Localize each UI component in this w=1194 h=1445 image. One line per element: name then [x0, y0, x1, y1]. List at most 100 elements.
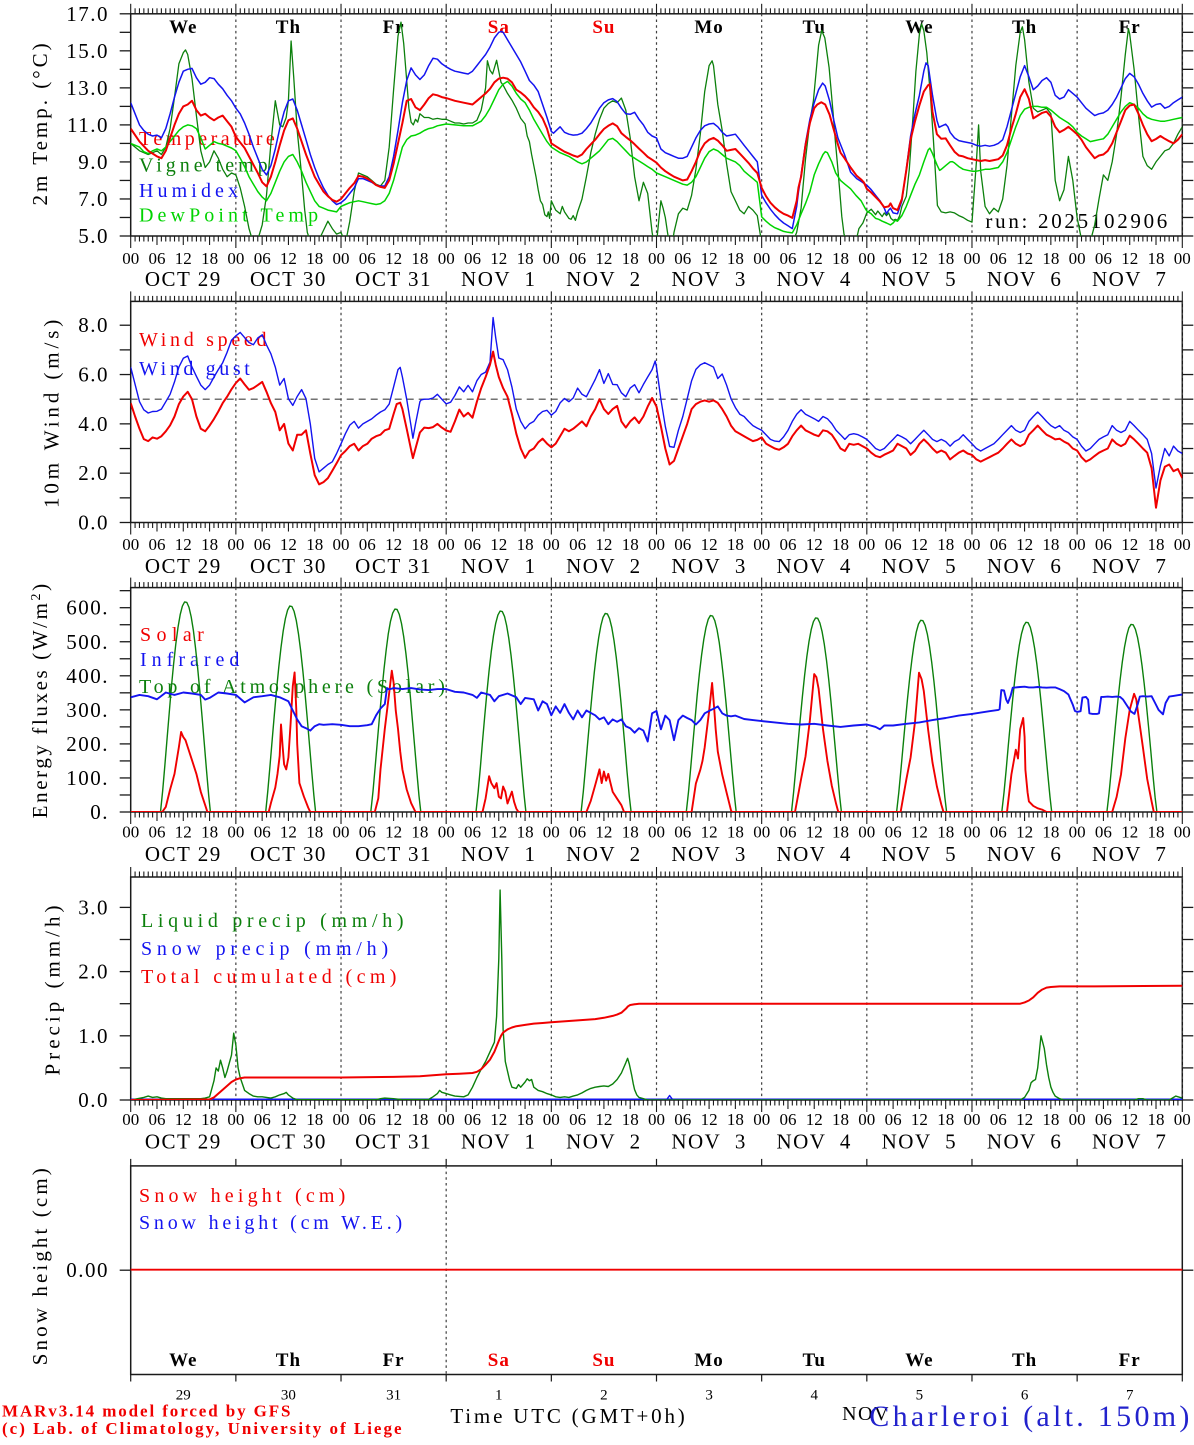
svg-text:5: 5: [916, 1388, 924, 1404]
svg-text:200.: 200.: [66, 732, 109, 756]
svg-text:12: 12: [701, 249, 718, 268]
svg-text:06: 06: [254, 823, 271, 842]
svg-text:Th: Th: [276, 17, 301, 38]
svg-text:Fr: Fr: [1119, 17, 1141, 38]
svg-text:OCT 31: OCT 31: [355, 842, 432, 866]
svg-text:OCT 30: OCT 30: [250, 267, 327, 291]
svg-text:12: 12: [806, 535, 823, 554]
svg-text:NOV 4: NOV 4: [776, 267, 852, 291]
svg-text:12: 12: [911, 535, 928, 554]
svg-text:1: 1: [495, 1388, 503, 1404]
svg-text:0.0: 0.0: [78, 511, 109, 535]
svg-text:500.: 500.: [66, 630, 109, 654]
svg-text:OCT 30: OCT 30: [250, 842, 327, 866]
svg-text:06: 06: [149, 1110, 166, 1129]
svg-text:06: 06: [1095, 535, 1112, 554]
svg-text:12: 12: [280, 1110, 297, 1129]
svg-text:06: 06: [885, 249, 902, 268]
svg-text:00: 00: [858, 249, 875, 268]
svg-text:18: 18: [727, 823, 744, 842]
svg-text:06: 06: [359, 1110, 376, 1129]
svg-text:18: 18: [411, 249, 428, 268]
svg-text:00: 00: [648, 823, 665, 842]
svg-text:00: 00: [1174, 823, 1191, 842]
svg-text:Fr: Fr: [383, 1350, 405, 1371]
svg-text:Energy fluxes (W/m2): Energy fluxes (W/m2): [28, 581, 52, 818]
svg-text:18: 18: [832, 823, 849, 842]
svg-text:NOV 7: NOV 7: [1092, 842, 1168, 866]
svg-text:12: 12: [490, 1110, 507, 1129]
svg-text:18: 18: [201, 249, 218, 268]
svg-text:Snow height (cm): Snow height (cm): [28, 1165, 52, 1365]
svg-text:12: 12: [1016, 535, 1033, 554]
svg-text:12: 12: [911, 823, 928, 842]
svg-text:OCT 29: OCT 29: [145, 267, 222, 291]
svg-text:0.0: 0.0: [78, 1088, 109, 1112]
svg-text:8.0: 8.0: [78, 313, 109, 337]
svg-text:06: 06: [780, 1110, 797, 1129]
svg-text:12: 12: [1121, 535, 1138, 554]
svg-text:00: 00: [438, 249, 455, 268]
svg-text:Snow precip (mm/h): Snow precip (mm/h): [141, 938, 393, 960]
svg-text:12: 12: [385, 535, 402, 554]
svg-text:Snow height (cm): Snow height (cm): [139, 1185, 350, 1207]
svg-text:06: 06: [885, 823, 902, 842]
svg-text:18: 18: [306, 249, 323, 268]
svg-text:NOV 7: NOV 7: [1092, 1130, 1168, 1154]
svg-text:10m Wind (m/s): 10m Wind (m/s): [40, 316, 64, 508]
svg-text:18: 18: [832, 1110, 849, 1129]
svg-text:18: 18: [1042, 249, 1059, 268]
svg-text:00: 00: [1069, 1110, 1086, 1129]
svg-text:00: 00: [543, 249, 560, 268]
svg-text:6.0: 6.0: [78, 363, 109, 387]
svg-text:DewPoint Temp: DewPoint Temp: [139, 205, 322, 227]
svg-text:00: 00: [964, 535, 981, 554]
svg-text:Snow height (cm W.E.): Snow height (cm W.E.): [139, 1212, 406, 1234]
svg-text:3.0: 3.0: [78, 895, 109, 919]
svg-text:00: 00: [858, 1110, 875, 1129]
svg-text:12: 12: [385, 823, 402, 842]
svg-text:30: 30: [281, 1388, 296, 1404]
svg-text:13.0: 13.0: [66, 76, 109, 100]
svg-text:2: 2: [600, 1388, 608, 1404]
svg-text:12: 12: [1016, 1110, 1033, 1129]
svg-text:18: 18: [937, 535, 954, 554]
svg-text:NOV 1: NOV 1: [461, 1130, 537, 1154]
svg-text:18: 18: [727, 1110, 744, 1129]
svg-text:15.0: 15.0: [66, 39, 109, 63]
svg-text:06: 06: [359, 823, 376, 842]
svg-text:NOV 4: NOV 4: [776, 554, 852, 578]
svg-text:18: 18: [306, 823, 323, 842]
svg-text:00: 00: [227, 249, 244, 268]
svg-text:OCT 31: OCT 31: [355, 1130, 432, 1154]
svg-text:18: 18: [727, 535, 744, 554]
svg-text:NOV 6: NOV 6: [987, 554, 1063, 578]
svg-text:18: 18: [1148, 1110, 1165, 1129]
svg-text:1.0: 1.0: [78, 1024, 109, 1048]
svg-text:OCT 30: OCT 30: [250, 1130, 327, 1154]
svg-text:17.0: 17.0: [66, 2, 109, 26]
svg-text:NOV 3: NOV 3: [671, 842, 747, 866]
svg-text:00: 00: [543, 535, 560, 554]
svg-text:12: 12: [385, 249, 402, 268]
svg-text:00: 00: [227, 535, 244, 554]
svg-text:Humidex: Humidex: [139, 180, 242, 202]
svg-text:Tu: Tu: [802, 1350, 826, 1371]
svg-text:12: 12: [595, 1110, 612, 1129]
svg-text:18: 18: [1148, 823, 1165, 842]
svg-text:06: 06: [149, 823, 166, 842]
svg-text:06: 06: [780, 823, 797, 842]
svg-text:06: 06: [1095, 249, 1112, 268]
svg-text:OCT 31: OCT 31: [355, 554, 432, 578]
svg-text:12: 12: [280, 823, 297, 842]
svg-text:06: 06: [359, 249, 376, 268]
svg-text:NOV 1: NOV 1: [461, 842, 537, 866]
svg-text:06: 06: [254, 249, 271, 268]
svg-text:NOV 5: NOV 5: [882, 267, 958, 291]
svg-text:We: We: [169, 1350, 197, 1371]
svg-text:NOV 6: NOV 6: [987, 1130, 1063, 1154]
svg-text:00: 00: [122, 1110, 139, 1129]
svg-text:00: 00: [438, 1110, 455, 1129]
svg-text:00: 00: [753, 823, 770, 842]
svg-text:12: 12: [1121, 1110, 1138, 1129]
